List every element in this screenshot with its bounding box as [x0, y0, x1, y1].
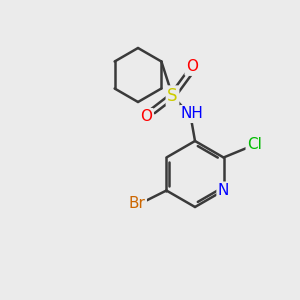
Text: O: O	[186, 59, 198, 74]
Text: O: O	[140, 110, 152, 124]
Text: N: N	[218, 183, 229, 198]
Text: Br: Br	[129, 196, 146, 211]
Text: S: S	[167, 87, 178, 105]
Text: NH: NH	[181, 106, 203, 122]
Text: Cl: Cl	[247, 137, 262, 152]
